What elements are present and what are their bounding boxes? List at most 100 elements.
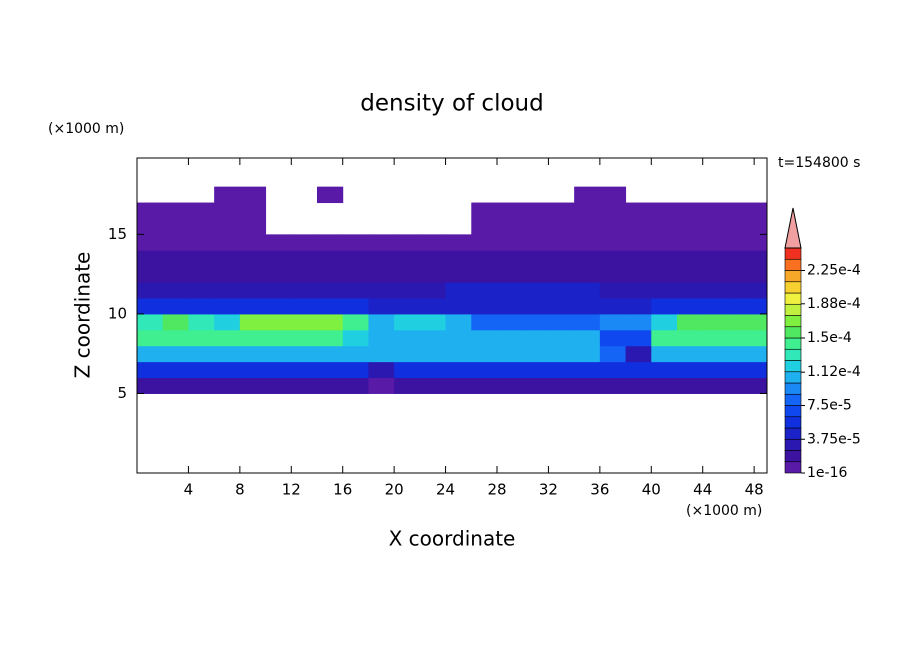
field-cell [702,282,729,299]
field-cell [677,329,704,347]
y-unit: (×1000 m) [48,121,124,137]
field-cell [162,361,189,379]
plot-frame [136,157,768,474]
colorbar-band [784,303,802,316]
field-cell [728,250,755,267]
field-cell [728,329,755,347]
field-cell [342,250,369,267]
field-cell [419,266,447,283]
field-cell [162,298,189,315]
field-cell [445,361,472,379]
field-cell [702,361,729,379]
colorbar-band [784,281,802,294]
field-cell [265,266,292,283]
contour-field [137,186,767,394]
field-cell [445,266,472,283]
field-cell [214,361,241,379]
field-cell [754,361,767,379]
field-cell [754,329,767,347]
field-cell [754,234,767,251]
field-cell [188,282,215,299]
colorbar-band [784,427,802,440]
field-cell [599,282,627,299]
colorbar-band [784,450,802,463]
field-cell [702,234,729,251]
colorbar-band [784,337,802,350]
field-cell [677,218,704,235]
field-cell [702,377,729,394]
field-cell [162,377,189,394]
field-cell [574,298,601,315]
field-cell [239,282,267,299]
field-cell [419,234,447,251]
field-cell [394,234,421,251]
field-cell [317,186,344,204]
field-cell [137,234,164,251]
field-cell [188,202,215,219]
field-cell [265,250,292,267]
field-cell [394,266,421,283]
field-cell [445,234,472,251]
field-cell [239,266,267,283]
field-cell [599,202,627,219]
time-annotation: t=154800 s [778,155,860,171]
field-cell [625,298,652,315]
x-axis-label: X coordinate [389,527,516,551]
field-cell [317,234,344,251]
field-cell [548,266,575,283]
field-cell [471,202,498,219]
field-cell [599,218,627,235]
field-cell [625,218,652,235]
colorbar-tick-label: 3.75e-5 [807,431,861,447]
x-tick-label: 8 [235,481,245,499]
field-cell [188,266,215,283]
field-cell [574,266,601,283]
field-cell [497,202,524,219]
field-cell [368,266,395,283]
field-cell [162,345,189,363]
field-cell [317,266,344,283]
field-cell [548,345,575,363]
field-cell [728,377,755,394]
field-cell [522,250,549,267]
field-cell [239,186,267,204]
colorbar-tick-label: 1.88e-4 [807,296,861,312]
field-cell [754,298,767,315]
field-cell [291,266,318,283]
field-cell [677,298,704,315]
field-cell [394,377,421,394]
field-cell [574,234,601,251]
field-cell [317,329,344,347]
field-cell [522,377,549,394]
field-cell [137,202,164,219]
field-cell [497,250,524,267]
field-cell [702,202,729,219]
field-cell [137,218,164,235]
x-tick-label: 40 [642,481,661,499]
field-cell [728,282,755,299]
field-cell [677,282,704,299]
x-tick-label: 28 [487,481,506,499]
field-cell [728,361,755,379]
field-cell [754,218,767,235]
field-cell [599,186,627,204]
colorbar-band [784,315,802,328]
field-cell [188,345,215,363]
field-cell [239,234,267,251]
field-cell [574,313,601,331]
field-cell [574,250,601,267]
field-cell [137,377,164,394]
field-cell [471,218,498,235]
x-tick-label: 12 [282,481,301,499]
field-cell [317,298,344,315]
field-cell [188,329,215,347]
field-cell [265,377,292,394]
field-cell [754,250,767,267]
field-cell [394,345,421,363]
field-cell [522,218,549,235]
field-cell [239,377,267,394]
field-cell [265,234,292,251]
field-cell [625,313,652,331]
field-cell [394,250,421,267]
